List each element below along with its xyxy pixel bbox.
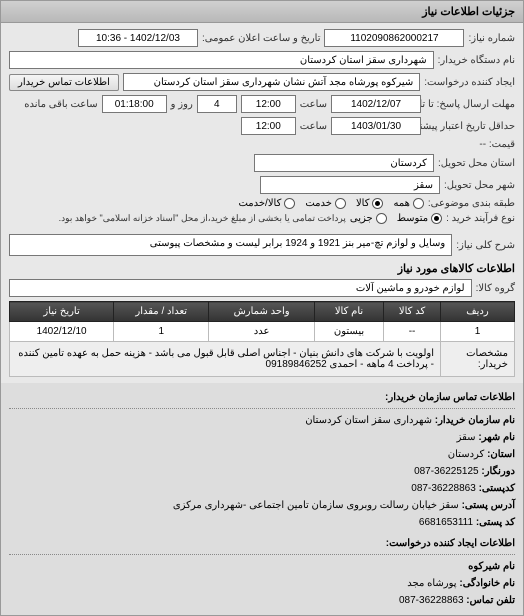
requester-value: شیرکوه پورشاه مجد آتش نشان شهرداری سقز ا… [123, 73, 420, 91]
creator-header: اطلاعات ایجاد کننده درخواست: [9, 535, 515, 555]
contact-co: نام شیرکوه [9, 558, 515, 575]
td-0: 1 [441, 322, 515, 342]
requester-label: ایجاد کننده درخواست: [424, 77, 515, 88]
public-datetime-value: 1402/12/03 - 10:36 [78, 29, 198, 47]
contact-section: اطلاعات تماس سازمان خریدار: نام سازمان خ… [1, 383, 523, 615]
remain-time: 01:18:00 [102, 95, 167, 113]
process-type-label: نوع فرآیند خرید : [446, 213, 515, 224]
row-deadline: مهلت ارسال پاسخ: تا تاریخ: 1402/12/07 سا… [9, 95, 515, 113]
radio-small[interactable]: جزیی [350, 213, 387, 224]
radio-service[interactable]: خدمت [305, 198, 346, 209]
radio-goods[interactable]: کالا [356, 198, 384, 209]
panel-body: شماره نیاز: 1102090862000217 تاریخ و ساع… [1, 23, 523, 383]
row-buyer-agency: نام دستگاه خریدار: شهرداری سقز استان کرد… [9, 51, 515, 69]
need-province-label: استان محل تحویل: [438, 158, 515, 169]
deadline-date: 1402/12/07 [331, 95, 421, 113]
td-3: عدد [209, 322, 315, 342]
deadline-label: مهلت ارسال پاسخ: تا تاریخ: [425, 99, 515, 110]
radio-service-label: خدمت [305, 198, 332, 209]
row-requester: ایجاد کننده درخواست: شیرکوه پورشاه مجد آ… [9, 73, 515, 91]
deadline-time: 12:00 [241, 95, 296, 113]
classification-radios: همه کالا خدمت کالا/خدمت [238, 198, 423, 209]
th-3: واحد شمارش [209, 302, 315, 322]
validity-time-label: ساعت [300, 121, 327, 132]
table-header-row: ردیف کد کالا نام کالا واحد شمارش تعداد /… [10, 302, 515, 322]
price-label: قیمت: -- [479, 139, 515, 150]
th-2: نام کالا [314, 302, 383, 322]
goods-section-title: اطلاعات کالاهای مورد نیاز [9, 262, 515, 275]
note-cell: اولویت با شرکت های دانش بنیان - اجناس اص… [10, 342, 441, 377]
th-1: کد کالا [384, 302, 441, 322]
need-city: سقز [260, 176, 440, 194]
validity-date: 1403/01/30 [331, 117, 421, 135]
radio-goods-service[interactable]: کالا/خدمت [238, 198, 295, 209]
buyer-contact-button[interactable]: اطلاعات تماس خریدار [9, 74, 119, 91]
td-5: 1402/12/10 [10, 322, 114, 342]
th-5: تاریخ نیاز [10, 302, 114, 322]
details-panel: جزئیات اطلاعات نیاز شماره نیاز: 11020908… [0, 0, 524, 616]
need-city-label: شهر محل تحویل: [444, 180, 515, 191]
days-value: 4 [197, 95, 237, 113]
row-validity: حداقل تاریخ اعتبار پیشنهاد: تا تاریخ: 14… [9, 117, 515, 135]
contact-fax: دورنگار: 36225125-087 [9, 463, 515, 480]
goods-group-label: گروه کالا: [476, 283, 515, 294]
radio-small-label: جزیی [350, 213, 373, 224]
request-no-value: 1102090862000217 [324, 29, 464, 47]
request-no-label: شماره نیاز: [468, 33, 515, 44]
td-2: بیستون [314, 322, 383, 342]
need-desc-label: شرح کلی نیاز: [456, 240, 515, 251]
radio-all-label: همه [393, 198, 409, 209]
td-1: -- [384, 322, 441, 342]
contact-province: استان: کردستان [9, 446, 515, 463]
radio-mid-label: متوسط [397, 213, 428, 224]
radio-mid[interactable]: متوسط [397, 213, 442, 224]
contact-city: نام شهر: سقز [9, 429, 515, 446]
panel-title: جزئیات اطلاعات نیاز [1, 1, 523, 23]
buyer-agency-label: نام دستگاه خریدار: [438, 55, 515, 66]
buyer-agency-value: شهرداری سقز استان کردستان [9, 51, 434, 69]
contact-address: آدرس پستی: سقز خیابان رسالت روبروی سازما… [9, 497, 515, 514]
need-desc: وسایل و لوازم تچ-میر بنز 1921 و 1924 برا… [9, 234, 452, 256]
row-price: قیمت: -- [9, 139, 515, 150]
public-datetime-label: تاریخ و ساعت اعلان عمومی: [202, 33, 321, 44]
contact-header: اطلاعات تماس سازمان خریدار: [9, 389, 515, 409]
th-4: تعداد / مقدار [114, 302, 209, 322]
need-province: کردستان [254, 154, 434, 172]
td-4: 1 [114, 322, 209, 342]
remain-label: ساعت باقی مانده [24, 99, 97, 110]
radio-goods-service-label: کالا/خدمت [238, 198, 281, 209]
goods-table: ردیف کد کالا نام کالا واحد شمارش تعداد /… [9, 301, 515, 377]
row-city: شهر محل تحویل: سقز [9, 176, 515, 194]
deadline-time-label: ساعت [300, 99, 327, 110]
note-label-cell: مشخصات خریدار: [441, 342, 515, 377]
row-province: استان محل تحویل: کردستان [9, 154, 515, 172]
contact-org: نام سازمان خریدار: شهرداری سقز استان کرد… [9, 412, 515, 429]
radio-all[interactable]: همه [393, 198, 423, 209]
row-classification: طبقه بندی موضوعی: همه کالا خدمت کالا/خدم… [9, 198, 515, 209]
table-row: 1 -- بیستون عدد 1 1402/12/10 [10, 322, 515, 342]
row-goods-group: گروه کالا: لوازم خودرو و ماشین آلات [9, 279, 515, 297]
table-note-row: مشخصات خریدار: اولویت با شرکت های دانش ب… [10, 342, 515, 377]
row-need-desc: شرح کلی نیاز: وسایل و لوازم تچ-میر بنز 1… [9, 234, 515, 256]
row-process-type: نوع فرآیند خرید : متوسط جزیی پرداخت تمام… [9, 213, 515, 224]
validity-label: حداقل تاریخ اعتبار پیشنهاد: تا تاریخ: [425, 121, 515, 132]
process-type-radios: متوسط جزیی [350, 213, 442, 224]
process-type-note: پرداخت تمامی یا بخشی از مبلغ خرید،از محل… [59, 213, 346, 224]
contact-postal: کد پستی: 6681653111 [9, 514, 515, 531]
contact-family: نام خانوادگی: پورشاه مجد [9, 575, 515, 592]
row-request-no: شماره نیاز: 1102090862000217 تاریخ و ساع… [9, 29, 515, 47]
validity-time: 12:00 [241, 117, 296, 135]
classification-label: طبقه بندی موضوعی: [428, 198, 515, 209]
radio-goods-label: کالا [356, 198, 370, 209]
contact-postcode: کدپستی: 36228863-087 [9, 480, 515, 497]
th-0: ردیف [441, 302, 515, 322]
goods-group: لوازم خودرو و ماشین آلات [9, 279, 472, 297]
contact-phone: تلفن تماس: 36228863-087 [9, 592, 515, 609]
days-label: روز و [171, 99, 193, 110]
